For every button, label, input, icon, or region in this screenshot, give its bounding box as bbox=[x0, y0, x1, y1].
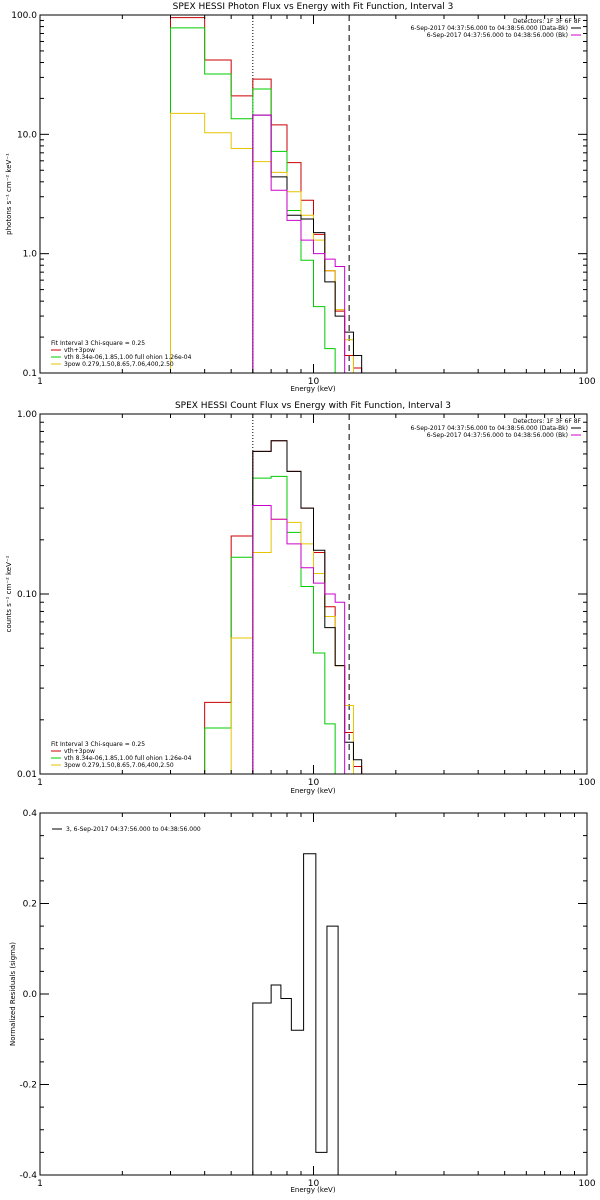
series-4-histogram bbox=[252, 505, 346, 774]
legend-header: Detectors: 1F 3F 6F 8F bbox=[513, 18, 582, 25]
y-tick-label: 10.0 bbox=[17, 130, 37, 140]
panel3-plot-area bbox=[252, 853, 339, 1175]
fit-entry-vth3pow: vth+3pow bbox=[64, 748, 95, 755]
panel2-xlabel: Energy (keV) bbox=[290, 787, 335, 795]
legend-entry-data-bk: 6-Sep-2017 04:37:56.000 to 04:38:56.000 … bbox=[410, 425, 568, 432]
series-1-histogram bbox=[204, 475, 354, 775]
fit-entry-3pow: 3pow 0.279,1.50,8.65,7.06,400,2.50 bbox=[64, 762, 174, 769]
series-0-histogram bbox=[252, 853, 339, 1175]
x-tick-label: 10 bbox=[308, 377, 320, 387]
residual-legend-entry: 3, 6-Sep-2017 04:37:56.000 to 04:38:56.0… bbox=[66, 826, 201, 833]
panel3-axes: 1 10 100 -0.4 -0.2 0.0 0.2 0.4 bbox=[19, 809, 595, 1189]
y-tick-label: 1.00 bbox=[17, 410, 37, 420]
x-tick-label: 100 bbox=[578, 778, 595, 788]
y-tick-label: 100.0 bbox=[11, 11, 37, 21]
panel3-legend: 3, 6-Sep-2017 04:37:56.000 to 04:38:56.0… bbox=[52, 826, 201, 833]
panel1-title: SPEX HESSI Photon Flux vs Energy with Fi… bbox=[173, 2, 454, 12]
panel3-ylabel: Normalized Residuals (sigma) bbox=[9, 942, 17, 1046]
x-tick-label: 1 bbox=[37, 778, 43, 788]
x-tick-label: 10 bbox=[308, 1179, 320, 1189]
fit-entry-vth: vth 8.34e-06,1.85,1.00 full ohion 1.26e-… bbox=[64, 755, 192, 762]
legend-entry-bk: 6-Sep-2017 04:37:56.000 to 04:38:56.000 … bbox=[427, 432, 568, 439]
y-tick-label: 0.2 bbox=[23, 900, 37, 910]
panel1-fit-legend: Fit Interval 3 Chi-square = 0.25 vth+3po… bbox=[51, 340, 192, 368]
panel1-ylabel: photons s⁻¹ cm⁻² keV⁻¹ bbox=[5, 153, 13, 235]
panel3-xlabel: Energy (keV) bbox=[290, 1186, 335, 1194]
panel2-axes: 1 10 100 0.01 0.10 1.00 bbox=[17, 410, 596, 788]
y-tick-label: 0.01 bbox=[17, 770, 37, 780]
fit-legend-header: Fit Interval 3 Chi-square = 0.25 bbox=[51, 741, 145, 748]
panel1-plot-area bbox=[169, 15, 363, 374]
legend-header: Detectors: 1F 3F 6F 8F bbox=[513, 418, 582, 425]
photon-flux-panel: SPEX HESSI Photon Flux vs Energy with Fi… bbox=[5, 2, 596, 393]
y-tick-label: 0.10 bbox=[17, 590, 37, 600]
x-tick-label: 10 bbox=[308, 778, 320, 788]
x-tick-label: 100 bbox=[578, 1179, 595, 1189]
fit-entry-vth3pow: vth+3pow bbox=[64, 347, 95, 354]
panel2-detector-legend: Detectors: 1F 3F 6F 8F 6-Sep-2017 04:37:… bbox=[410, 418, 581, 439]
residuals-panel: 1 10 100 -0.4 -0.2 0.0 0.2 0.4 Energy (keV) Nor… bbox=[9, 809, 596, 1194]
x-tick-label: 1 bbox=[37, 377, 43, 387]
legend-entry-bk: 6-Sep-2017 04:37:56.000 to 04:38:56.000 … bbox=[427, 32, 568, 39]
y-tick-label: -0.2 bbox=[19, 1081, 37, 1091]
legend-entry-data-bk: 6-Sep-2017 04:37:56.000 to 04:38:56.000 … bbox=[410, 25, 568, 32]
y-tick-label: -0.4 bbox=[19, 1171, 37, 1181]
y-tick-label: 0.0 bbox=[23, 990, 38, 1000]
panel2-fit-legend: Fit Interval 3 Chi-square = 0.25 vth+3po… bbox=[51, 741, 192, 769]
series-4-histogram bbox=[252, 114, 346, 373]
y-tick-label: 1.0 bbox=[23, 250, 38, 260]
fit-entry-vth: vth 8.34e-06,1.85,1.00 full ohion 1.26e-… bbox=[64, 354, 192, 361]
panel1-detector-legend: Detectors: 1F 3F 6F 8F 6-Sep-2017 04:37:… bbox=[410, 18, 581, 39]
x-tick-label: 100 bbox=[578, 377, 595, 387]
panel2-plot-area bbox=[204, 414, 363, 775]
panel1-axes: 1 10 100 0.1 1.0 10.0 100.0 bbox=[11, 11, 596, 387]
fit-legend-header: Fit Interval 3 Chi-square = 0.25 bbox=[51, 340, 145, 347]
count-flux-panel: SPEX HESSI Count Flux vs Energy with Fit… bbox=[5, 401, 596, 795]
x-tick-label: 1 bbox=[37, 1179, 43, 1189]
series-3-histogram bbox=[252, 440, 363, 774]
series-3-histogram bbox=[252, 114, 363, 373]
panel2-title: SPEX HESSI Count Flux vs Energy with Fit… bbox=[175, 401, 451, 411]
y-tick-label: 0.1 bbox=[23, 369, 37, 379]
fit-entry-3pow: 3pow 0.279,1.50,8.65,7.06,400,2.50 bbox=[64, 361, 174, 368]
panel1-xlabel: Energy (keV) bbox=[290, 385, 335, 393]
y-tick-label: 0.4 bbox=[23, 809, 38, 819]
panel2-ylabel: counts s⁻¹ cm⁻² keV⁻¹ bbox=[5, 555, 13, 632]
